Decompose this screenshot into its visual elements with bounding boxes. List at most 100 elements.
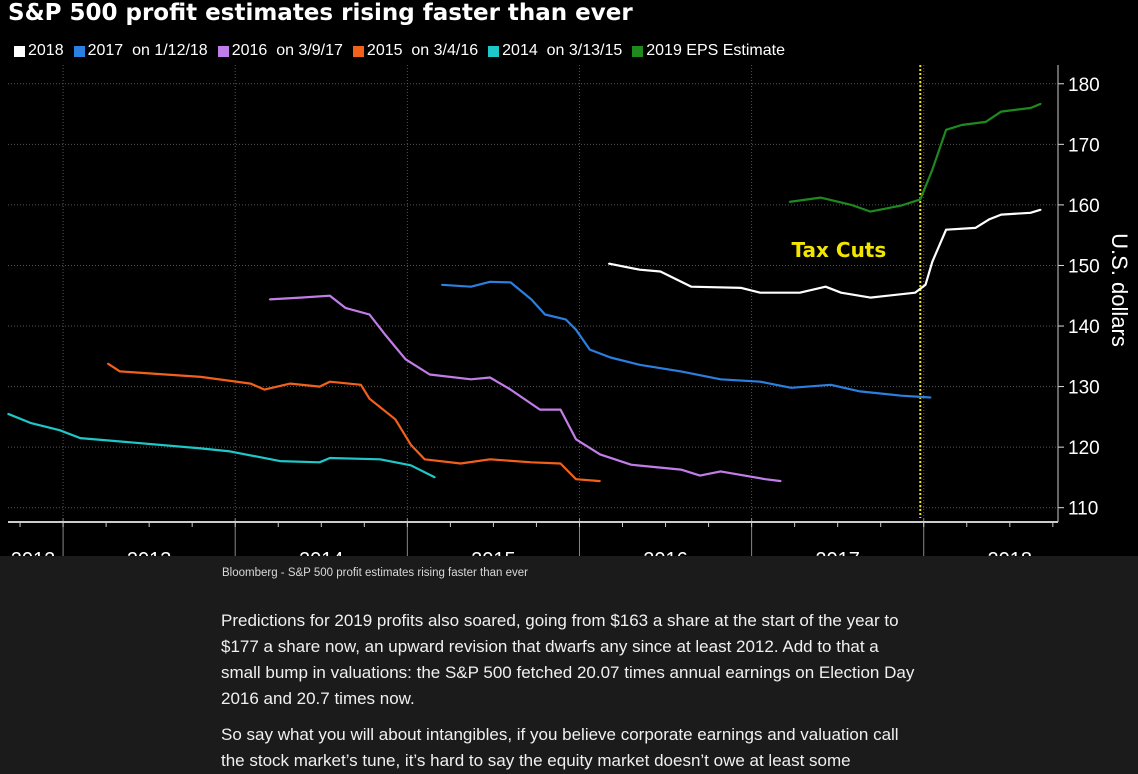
data-point [589,348,591,351]
data-point [824,285,827,288]
data-point [459,462,462,465]
legend-item: 2019 EPS Estimate [632,42,785,60]
data-point [924,284,927,286]
legend-item: 2014 on 3/13/15 [488,42,622,60]
x-tick-label: 2012 [11,549,56,556]
y-tick-label: 160 [1068,196,1100,217]
data-point [945,228,947,231]
data-point [318,385,321,388]
data-point [1039,102,1042,105]
data-point [599,480,601,482]
data-point [575,328,577,331]
data-point [638,363,641,366]
data-point [780,480,782,482]
legend-label: 2019 EPS Estimate [646,42,785,59]
data-point [1000,110,1002,113]
data-point [719,378,722,381]
data-point [7,413,9,415]
series-line-2017 [441,280,931,399]
data-point [929,396,932,399]
legend-label: 2016 on 3/9/17 [231,42,343,59]
data-point [788,201,791,203]
data-point [470,378,472,381]
series-line-2016 [269,294,782,483]
data-point [759,291,762,294]
legend-swatch [217,45,229,57]
data-point [229,450,231,453]
data-point [914,291,916,294]
data-point [559,462,562,465]
data-point [409,443,412,446]
data-point [384,333,386,336]
data-point [489,458,491,461]
data-point [539,408,541,411]
data-point [530,298,533,301]
data-point [960,124,963,126]
data-point [599,453,601,456]
article-paragraph: Predictions for 2019 profits also soared… [221,611,915,708]
x-tick-label: 2018 [988,549,1033,556]
data-point [379,458,381,461]
x-tick-label: 2014 [299,549,344,556]
data-point [329,457,331,459]
data-point [344,307,347,309]
legend-swatch [488,45,500,57]
data-point [299,296,302,299]
data-point [699,474,701,477]
data-point [360,383,362,386]
data-point [1039,208,1042,211]
data-point [764,478,767,481]
data-point [680,468,682,471]
data-point [819,196,822,199]
data-point [440,284,443,286]
series-line-2014 [7,412,436,479]
data-point [931,261,934,263]
y-tick-label: 120 [1068,438,1100,459]
legend-swatch [73,45,85,57]
data-point [919,198,922,201]
data-point [489,281,491,283]
data-point [318,461,321,464]
data-point [29,422,32,424]
data-point [58,429,61,431]
legend-item: 2015 on 3/4/16 [352,42,479,60]
data-point [509,388,512,391]
legend-swatch [14,45,25,57]
data-point [988,218,990,221]
legend-item: 2016 on 3/9/17 [217,42,343,60]
legend-label: 2017 on 1/12/18 [87,42,208,59]
y-tick-label: 170 [1068,135,1100,156]
data-point [263,388,266,391]
y-tick-label: 150 [1068,256,1100,277]
data-point [607,262,610,265]
article-paragraph: So say what you will about intangibles, … [221,725,899,770]
data-point [394,418,397,421]
legend-label: 2014 on 3/13/15 [502,42,623,59]
data-point [434,476,436,479]
data-point [719,470,722,473]
legend-swatch [352,45,364,57]
data-point [368,313,371,316]
data-point [900,394,903,397]
data-point [759,380,762,383]
data-point [869,210,872,213]
legend-label: 2015 on 3/4/16 [366,42,479,59]
data-point [859,390,861,393]
data-point [404,358,407,361]
data-point [974,227,977,229]
data-point [575,438,577,441]
data-point [329,294,331,297]
legend-item: 2018 [14,42,64,60]
data-point [638,268,641,271]
data-point [279,460,281,462]
data-point [575,478,577,481]
data-point [690,285,693,288]
x-tick-label: 2016 [643,549,688,556]
data-point [559,408,562,411]
data-point [509,281,512,284]
data-point [489,376,491,379]
data-point [268,298,271,301]
data-point [900,204,903,207]
data-point [799,291,801,294]
